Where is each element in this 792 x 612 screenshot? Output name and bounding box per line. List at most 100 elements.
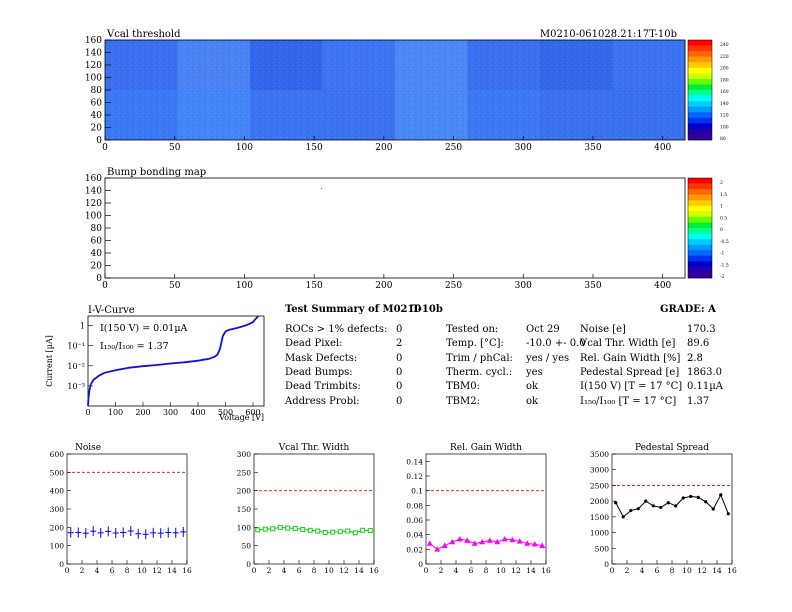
- iv-xtick-label: 500: [218, 408, 233, 417]
- test-value: yes / yes: [526, 352, 570, 364]
- map-ytick-label: 80: [91, 86, 103, 96]
- iv-ytick-label: 10⁻²: [67, 362, 85, 371]
- iv-xtick-label: 100: [108, 408, 123, 417]
- pedestal-xtick-label: 2: [625, 566, 630, 575]
- test-label: Temp. [°C]:: [446, 338, 504, 350]
- palette-label: 200: [720, 66, 729, 72]
- vcal-width-xtick-label: 10: [324, 566, 334, 575]
- pedestal-point: [674, 504, 678, 508]
- palette-swatch: [688, 239, 712, 245]
- map-xtick-label: 350: [584, 143, 601, 153]
- param-value: 2.8: [687, 352, 703, 364]
- palette-swatch: [688, 228, 712, 234]
- pedestal-series-line: [615, 493, 729, 518]
- relgain-point: [486, 537, 493, 543]
- vcal-width-point: [345, 528, 351, 534]
- noise-ytick-label: 400: [50, 487, 65, 496]
- palette-swatch: [688, 178, 712, 184]
- defect-label: Mask Defects:: [285, 352, 358, 364]
- iv-ylabel: Current [µA]: [45, 335, 54, 387]
- palette-label: 2: [720, 180, 723, 186]
- noise-xtick-label: 4: [95, 566, 100, 575]
- relgain-point: [524, 540, 531, 546]
- palette-swatch: [688, 189, 712, 195]
- noise-ytick-label: 300: [50, 505, 65, 514]
- iv-series-line: [87, 315, 260, 407]
- palette-swatch: [688, 78, 712, 85]
- vcal-width-xtick-label: 0: [252, 566, 257, 575]
- iv-xtick-label: 200: [135, 408, 150, 417]
- palette-label: -0.5: [720, 239, 729, 245]
- map-ytick-label: 20: [91, 124, 103, 134]
- vcal-width-ytick-label: 100: [237, 523, 252, 532]
- test-label: Tested on:: [446, 324, 499, 335]
- palette-label: 220: [720, 54, 729, 60]
- map-xtick-label: 200: [375, 281, 392, 291]
- iv-ytick-label: 1: [80, 322, 85, 331]
- relgain-xtick-label: 16: [541, 566, 551, 575]
- pedestal-point: [651, 504, 655, 508]
- relgain-xtick-label: 2: [439, 566, 444, 575]
- palette-swatch: [688, 56, 712, 63]
- palette-swatch: [688, 73, 712, 80]
- iv-ytick-label: 10⁻³: [67, 382, 85, 391]
- pedestal-point: [636, 507, 640, 511]
- iv-annotation-current: I(150 V) = 0.01µA: [100, 323, 188, 334]
- defect-label: ROCs > 1% defects:: [285, 324, 388, 335]
- vcal-width-ytick-label: 50: [241, 542, 251, 551]
- module-id: M0210-061028.21:17T-10b: [540, 29, 677, 40]
- vcal-map-noise-texture: [105, 40, 685, 140]
- vcal-width-point: [277, 524, 283, 530]
- test-value: ok: [526, 381, 539, 393]
- relgain-title: Rel. Gain Width: [450, 443, 522, 453]
- palette-swatch: [688, 205, 712, 212]
- relgain-point: [501, 535, 508, 542]
- map-xtick-label: 250: [445, 143, 462, 153]
- palette-label: 180: [720, 77, 729, 83]
- map-ytick-label: 0: [96, 274, 102, 284]
- vcal-width-point: [322, 530, 328, 535]
- pedestal-point: [659, 505, 663, 510]
- map-xtick-label: 400: [654, 281, 671, 291]
- palette-swatch: [688, 255, 712, 262]
- relgain-xtick-label: 4: [454, 566, 459, 575]
- palette-label: -2: [720, 274, 725, 280]
- pedestal-point: [681, 496, 685, 500]
- palette-label: 160: [720, 89, 729, 95]
- relgain-point: [464, 537, 471, 543]
- vcal-map: Vcal threshold M0210-061028.21:17T-10b 0…: [85, 29, 729, 153]
- pedestal-point: [644, 499, 648, 503]
- vcal-width-point: [300, 527, 306, 532]
- pedestal-point: [726, 512, 730, 516]
- param-value: 0.11µA: [687, 381, 723, 393]
- vcal-width-point: [360, 527, 366, 533]
- noise-ytick-label: 500: [50, 468, 65, 477]
- iv-xtick-label: 400: [190, 408, 205, 417]
- param-label: I₁₅₀/I₁₀₀ [T = 17 °C]: [580, 395, 677, 407]
- palette-label: 100: [720, 124, 729, 130]
- palette-swatch: [688, 67, 712, 74]
- pedestal-xtick-label: 10: [682, 566, 692, 575]
- relgain-point: [471, 540, 478, 546]
- relgain-ytick-label: 0.02: [406, 545, 423, 554]
- test-value: yes: [526, 366, 543, 378]
- relgain-ytick-label: 0.1: [411, 487, 423, 496]
- summary-grade: GRADE: A: [660, 304, 716, 315]
- vcal-width-point: [352, 530, 358, 536]
- map-xtick-label: 300: [515, 281, 532, 291]
- relgain-point: [441, 542, 448, 548]
- pedestal-ytick-label: 500: [595, 544, 610, 553]
- iv-xtick-label: 0: [85, 408, 90, 417]
- vcal-width-point: [255, 527, 261, 533]
- map-xtick-label: 100: [236, 143, 253, 153]
- relgain-ytick-label: 0.14: [406, 457, 423, 466]
- relgain-point: [516, 538, 523, 544]
- defect-value: 0: [396, 395, 403, 407]
- param-value: 89.6: [687, 338, 710, 350]
- palette-swatch: [688, 90, 712, 96]
- vcal-width-point: [262, 526, 268, 532]
- noise-xtick-label: 10: [137, 566, 147, 575]
- palette-swatch: [688, 200, 712, 207]
- pedestal-ytick-label: 1500: [590, 513, 609, 522]
- pedestal-point: [666, 501, 670, 505]
